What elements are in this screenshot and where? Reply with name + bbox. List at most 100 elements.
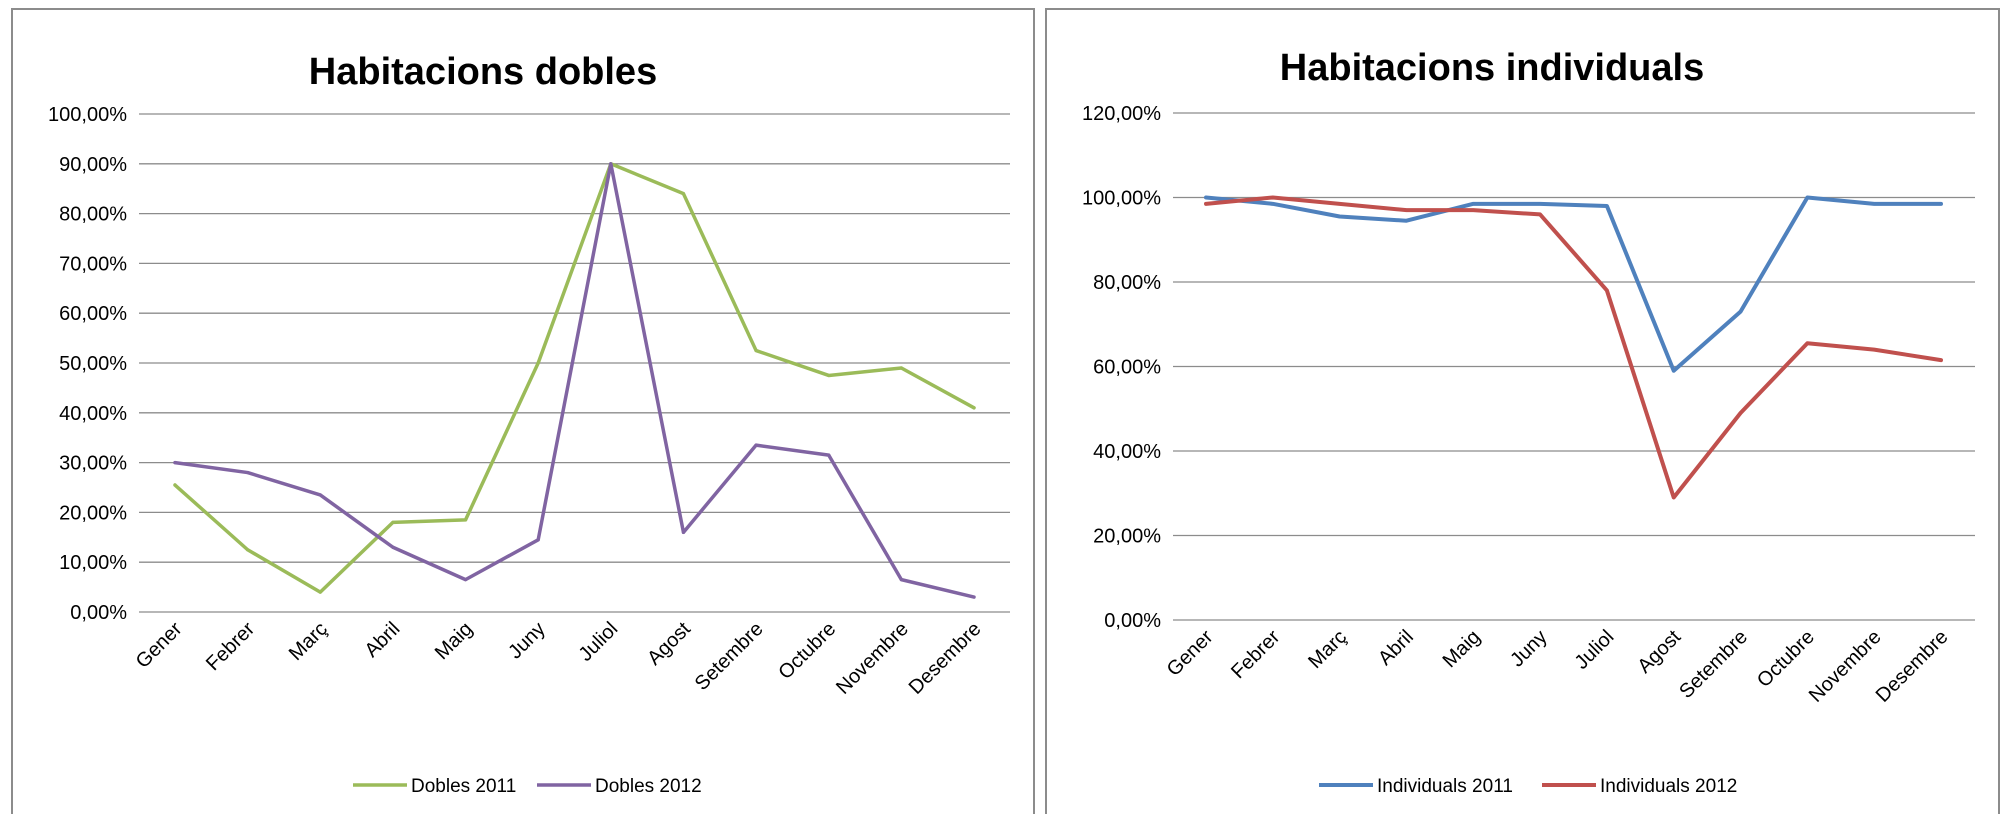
data-point-dobles-2011-desembre <box>972 406 976 410</box>
data-point-dobles-2011-marc <box>318 590 322 594</box>
data-point-dobles-2011-febrer <box>246 548 250 552</box>
x-tick-label-abril: Abril <box>1374 626 1418 670</box>
data-point-individuals-2011-febrer <box>1271 202 1275 206</box>
y-tick-label: 20,00% <box>1093 526 1161 548</box>
y-tick-label: 40,00% <box>1093 441 1161 463</box>
data-point-dobles-2011-novembre <box>899 366 903 370</box>
data-point-individuals-2011-juliol <box>1605 204 1609 208</box>
y-tick-label: 50,00% <box>59 353 127 375</box>
x-tick-label-desembre: Desembre <box>1872 626 1953 707</box>
data-point-dobles-2012-novembre <box>899 578 903 582</box>
x-tick-label-octubre: Octubre <box>774 618 840 684</box>
legend-label-individuals-2011: Individuals 2011 <box>1377 776 1513 797</box>
series-line-individuals-2011 <box>1204 195 1943 373</box>
data-point-individuals-2011-juny <box>1538 202 1542 206</box>
data-point-individuals-2012-gener <box>1204 202 1208 206</box>
data-point-dobles-2011-maig <box>463 518 468 522</box>
data-point-individuals-2012-octubre <box>1805 341 1809 345</box>
data-point-dobles-2012-febrer <box>246 470 250 475</box>
y-tick-label: 60,00% <box>59 303 127 325</box>
data-point-dobles-2012-desembre <box>972 595 976 599</box>
y-tick-label: 100,00% <box>1082 188 1161 210</box>
data-point-dobles-2012-maig <box>463 578 468 582</box>
x-tick-label-juliol: Juliol <box>1571 626 1619 674</box>
y-tick-label: 80,00% <box>1093 272 1161 294</box>
data-point-individuals-2012-setembre <box>1738 411 1743 415</box>
data-point-individuals-2012-novembre <box>1872 348 1876 352</box>
x-tick-label-agost: Agost <box>1634 626 1686 678</box>
data-point-dobles-2012-octubre <box>827 453 831 457</box>
x-tick-label-octubre: Octubre <box>1753 626 1819 692</box>
data-point-individuals-2011-abril <box>1404 219 1409 223</box>
x-tick-label-setembre: Setembre <box>1675 626 1752 703</box>
x-tick-label-agost: Agost <box>643 618 695 670</box>
series-line-dobles-2012 <box>173 162 976 599</box>
y-tick-label: 100,00% <box>48 104 127 126</box>
legend-label-dobles-2011: Dobles 2011 <box>411 776 516 797</box>
chart-legend: Individuals 2011 Individuals 2012 <box>1319 776 1737 797</box>
data-point-individuals-2012-juliol <box>1605 288 1609 293</box>
y-tick-label: 20,00% <box>59 502 127 524</box>
x-tick-label-abril: Abril <box>361 618 405 662</box>
data-point-dobles-2011-octubre <box>827 373 831 378</box>
y-tick-label: 120,00% <box>1082 103 1161 125</box>
y-tick-label: 40,00% <box>59 403 127 425</box>
data-point-individuals-2012-agost <box>1672 495 1676 500</box>
data-point-individuals-2011-desembre <box>1939 202 1943 206</box>
y-tick-label: 90,00% <box>59 154 127 176</box>
data-point-individuals-2012-abril <box>1404 208 1409 212</box>
data-point-dobles-2011-setembre <box>754 348 758 353</box>
data-point-individuals-2011-novembre <box>1872 202 1876 206</box>
x-tick-label-desembre: Desembre <box>905 618 986 699</box>
data-point-dobles-2012-abril <box>391 545 395 549</box>
data-point-dobles-2012-juliol <box>609 162 613 166</box>
data-point-dobles-2011-juny <box>536 361 540 365</box>
x-tick-label-setembre: Setembre <box>691 618 768 695</box>
x-tick-label-maig: Maig <box>1439 626 1485 672</box>
legend-label-dobles-2012: Dobles 2012 <box>595 776 702 797</box>
chart-title: Habitacions dobles <box>309 51 657 93</box>
data-point-individuals-2012-juny <box>1538 212 1542 216</box>
chart-panel-individuals: Habitacions individuals 0,00% 20,00% 40,00… <box>1045 8 2000 814</box>
data-point-dobles-2012-marc <box>318 493 322 497</box>
x-tick-label-marc: Març <box>285 618 332 665</box>
y-tick-label: 0,00% <box>1104 610 1161 632</box>
series-line-dobles-2011 <box>173 162 976 594</box>
y-tick-label: 70,00% <box>59 253 127 275</box>
chart-dobles: Habitacions dobles 0,00% 10,00% 20,00% 30,0… <box>48 51 1010 797</box>
x-tick-label-gener: Gener <box>132 618 187 673</box>
x-tick-label-juny: Juny <box>504 618 549 663</box>
data-point-individuals-2011-maig <box>1471 202 1475 206</box>
data-point-dobles-2012-setembre <box>754 443 758 447</box>
data-point-dobles-2012-juny <box>536 538 540 542</box>
x-tick-label-febrer: Febrer <box>1227 626 1284 683</box>
x-tick-label-juliol: Juliol <box>575 618 623 666</box>
y-tick-label: 60,00% <box>1093 357 1161 379</box>
x-tick-label-maig: Maig <box>431 618 477 664</box>
data-point-dobles-2011-gener <box>173 483 177 487</box>
x-tick-label-febrer: Febrer <box>202 618 259 675</box>
data-point-individuals-2012-desembre <box>1939 358 1943 362</box>
data-point-dobles-2011-abril <box>391 520 395 524</box>
series-line-individuals-2012 <box>1204 195 1943 500</box>
data-point-individuals-2011-marc <box>1338 214 1342 219</box>
data-point-dobles-2011-agost <box>681 192 686 196</box>
data-point-individuals-2011-agost <box>1672 369 1676 373</box>
legend-label-individuals-2012: Individuals 2012 <box>1600 776 1737 797</box>
data-point-individuals-2011-gener <box>1204 195 1208 200</box>
y-tick-label: 10,00% <box>59 552 127 574</box>
data-point-dobles-2012-gener <box>173 461 177 465</box>
y-tick-label: 0,00% <box>70 602 127 624</box>
chart-legend: Dobles 2011 Dobles 2012 <box>353 776 702 797</box>
data-point-individuals-2012-maig <box>1471 208 1475 212</box>
x-tick-label-novembre: Novembre <box>1805 626 1886 707</box>
data-point-individuals-2011-setembre <box>1738 309 1743 314</box>
y-tick-label: 80,00% <box>59 204 127 226</box>
x-tick-label-marc: Març <box>1304 626 1351 673</box>
y-tick-label: 30,00% <box>59 453 127 475</box>
x-tick-label-gener: Gener <box>1163 626 1218 681</box>
data-point-individuals-2011-octubre <box>1805 195 1809 200</box>
x-tick-label-novembre: Novembre <box>832 618 913 699</box>
chart-panel-dobles: Habitacions dobles 0,00% 10,00% 20,00% 30,0… <box>11 8 1035 814</box>
chart-individuals: Habitacions individuals 0,00% 20,00% 40,00… <box>1082 47 1975 797</box>
